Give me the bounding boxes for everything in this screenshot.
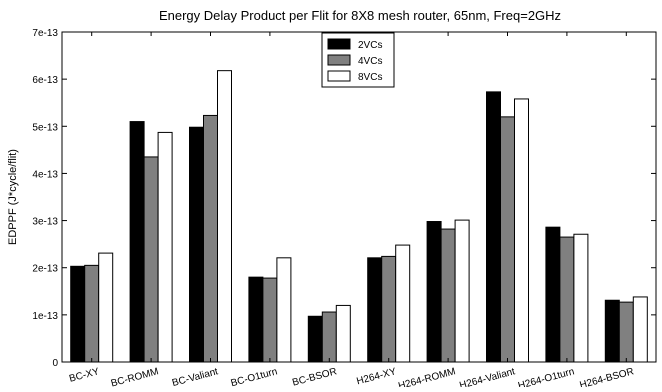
x-tick-label: H264-BSOR [579,366,636,387]
bar-4vcs-h264-o1turn [559,236,575,363]
bar-2vcs-bc-xy [70,265,86,363]
bar-2vcs-bc-valiant [189,126,204,363]
bar-2vcs-bc-romm [129,121,145,363]
x-tick-label: BC-XY [68,366,101,385]
chart-title: Energy Delay Product per Flit for 8X8 me… [159,8,561,23]
bar-8vcs-h264-romm [454,219,470,363]
legend: 2VCs 4VCs 8VCs [321,32,395,88]
legend-swatch-2vcs [327,38,351,50]
bar-4vcs-bc-bsor [321,311,337,363]
bar-4vcs-bc-o1turn [262,277,278,363]
bar-4vcs-h264-bsor [618,301,634,363]
bar-4vcs-h264-valiant [500,116,515,363]
x-tick-label: BC-Valiant [171,366,220,387]
legend-swatch-4vcs [327,54,351,66]
y-tick-label: 3e-13 [32,217,58,228]
bar-2vcs-h264-xy [367,257,383,363]
bar-8vcs-h264-valiant [514,98,529,363]
y-tick-label: 1e-13 [32,311,58,322]
bar-2vcs-bc-bsor [307,315,323,363]
legend-label: 2VCs [358,40,382,51]
legend-label: 4VCs [358,56,382,67]
x-tick-label: BC-O1turn [230,366,279,387]
y-tick-label: 5e-13 [32,122,58,133]
bar-4vcs-bc-valiant [203,114,218,363]
bar-8vcs-h264-xy [395,244,411,363]
bar-8vcs-h264-bsor [632,296,648,363]
y-axis-label: EDPPF (J*cycle/flit) [7,149,19,245]
x-tick-label: H264-XY [355,366,397,387]
bar-4vcs-h264-xy [381,255,397,363]
y-tick-label: 2e-13 [32,264,58,275]
bar-4vcs-bc-xy [84,264,100,363]
plot-frame [61,31,657,363]
legend-swatch-8vcs [327,70,351,82]
bar-4vcs-h264-romm [440,228,456,363]
bar-8vcs-bc-o1turn [276,257,292,363]
bar-2vcs-h264-bsor [604,299,620,363]
y-tick-label: 7e-13 [32,28,58,39]
y-tick-label: 4e-13 [32,169,58,180]
x-tick-label: BC-BSOR [291,366,338,387]
bar-2vcs-h264-romm [426,221,442,363]
bar-8vcs-bc-valiant [217,70,232,363]
bar-8vcs-bc-bsor [335,304,351,363]
y-tick-label: 6e-13 [32,75,58,86]
x-tick-label: BC-ROMM [110,366,160,387]
bar-2vcs-h264-valiant [486,91,501,363]
x-tick-label: H264-O1turn [517,366,576,387]
x-tick-label: H264-Valiant [458,366,516,387]
bar-8vcs-bc-xy [98,252,114,363]
bar-2vcs-h264-o1turn [545,226,561,363]
y-tick-label: 0 [52,358,58,369]
bar-8vcs-h264-o1turn [573,233,589,363]
bar-8vcs-bc-romm [157,131,173,363]
x-tick-label: H264-ROMM [397,366,457,387]
legend-label: 8VCs [358,72,382,83]
bar-4vcs-bc-romm [143,156,159,363]
bar-2vcs-bc-o1turn [248,276,264,363]
